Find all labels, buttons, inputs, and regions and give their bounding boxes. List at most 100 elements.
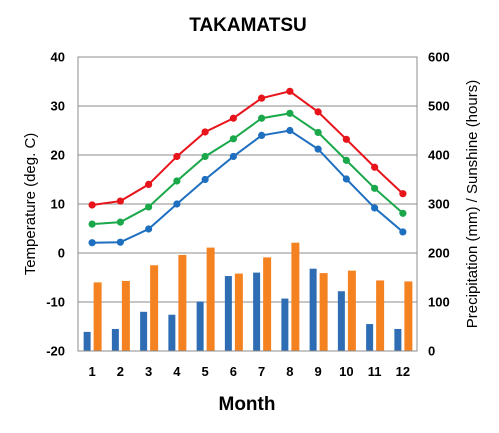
line-marks [88,87,407,247]
series-point [371,184,379,192]
series-point [399,228,407,236]
series-line [91,90,404,206]
left-tick-label: -10 [46,295,65,310]
x-tick-label: 7 [258,364,265,379]
series-point [116,197,124,205]
x-tick-label: 11 [368,364,382,379]
series-point [258,94,266,102]
series-point [88,220,96,228]
bar-orange [263,257,272,351]
bar-blue [366,324,374,351]
series-point [173,152,181,161]
bar-orange [291,242,300,351]
series-point [342,135,350,143]
x-tick-label: 1 [89,364,96,379]
bar-orange [234,273,243,351]
series-point [201,128,209,136]
right-tick-label: 600 [428,50,450,65]
series-point [342,175,350,183]
x-axis-title: Month [219,394,276,415]
series-point [229,152,237,161]
series-point [88,201,96,209]
left-tick-label: 0 [58,246,65,261]
series-point [173,200,181,208]
series-point [286,109,294,117]
series-point [286,126,294,135]
left-tick-label: 30 [51,99,65,114]
left-axis-ticks: 40 30 20 10 0 -10 -20 [46,50,65,359]
chart-title: TAKAMATSU [189,15,307,36]
right-tick-label: 100 [428,295,450,310]
bar-orange [376,280,385,351]
series-point [201,152,209,161]
bar-orange [404,281,413,351]
x-tick-label: 12 [396,364,410,379]
series-point [399,190,407,198]
left-tick-label: 10 [51,197,65,212]
x-tick-label: 4 [173,364,181,379]
series-point [314,128,322,137]
series-point [145,203,153,211]
series-point [145,225,153,233]
series-point [314,108,322,116]
right-axis-title: Precipitation (mm) / Sunshine (hours) [464,80,481,328]
series-point [286,87,294,95]
bar-blue [196,301,204,351]
right-tick-label: 300 [428,197,450,212]
series-point [229,114,237,122]
series-point [371,204,379,212]
gridlines [78,105,417,303]
series-line [92,129,404,244]
bar-marks [83,242,413,351]
bar-blue [168,314,176,351]
bar-orange [93,282,102,351]
bar-orange [347,270,356,351]
bar-orange [121,280,130,351]
series-point [258,114,266,122]
right-tick-label: 200 [428,246,450,261]
x-tick-label: 3 [145,364,152,379]
bar-blue [309,268,317,351]
series-point [258,131,266,139]
series-line [92,112,404,226]
right-tick-label: 400 [428,148,450,163]
series-point [88,239,96,247]
bar-blue [337,291,345,351]
bar-blue [394,328,402,351]
x-tick-label: 6 [230,364,237,379]
bar-blue [281,298,289,351]
x-tick-label: 10 [339,364,353,379]
series-point [145,180,153,188]
bar-orange [150,265,159,351]
bar-orange [178,254,187,351]
series-point [116,238,124,246]
series-point [371,163,379,171]
left-tick-label: 20 [51,148,65,163]
left-tick-label: -20 [46,344,65,359]
right-tick-label: 0 [428,344,435,359]
bar-orange [206,247,215,351]
x-tick-label: 8 [286,364,293,379]
bar-blue [224,276,232,351]
x-tick-label: 5 [202,364,209,379]
bar-blue [111,328,119,351]
series-point [229,135,237,143]
right-axis-ticks: 600 500 400 300 200 100 0 [428,50,450,359]
bar-blue [83,331,91,351]
series-point [201,175,209,184]
left-axis-title: Temperature (deg. C) [22,133,39,276]
x-tick-label: 9 [315,364,322,379]
series-point [342,156,350,164]
bar-orange [319,273,328,351]
right-tick-label: 500 [428,99,450,114]
bar-blue [253,272,261,351]
series-point [399,209,407,217]
series-point [116,218,124,226]
bar-blue [140,311,148,351]
plot-area [77,56,418,352]
x-tick-label: 2 [117,364,124,379]
series-point [314,145,322,153]
x-axis-ticks: 1 2 3 4 5 6 7 8 9 10 11 12 [89,364,411,379]
left-tick-label: 40 [51,50,65,65]
